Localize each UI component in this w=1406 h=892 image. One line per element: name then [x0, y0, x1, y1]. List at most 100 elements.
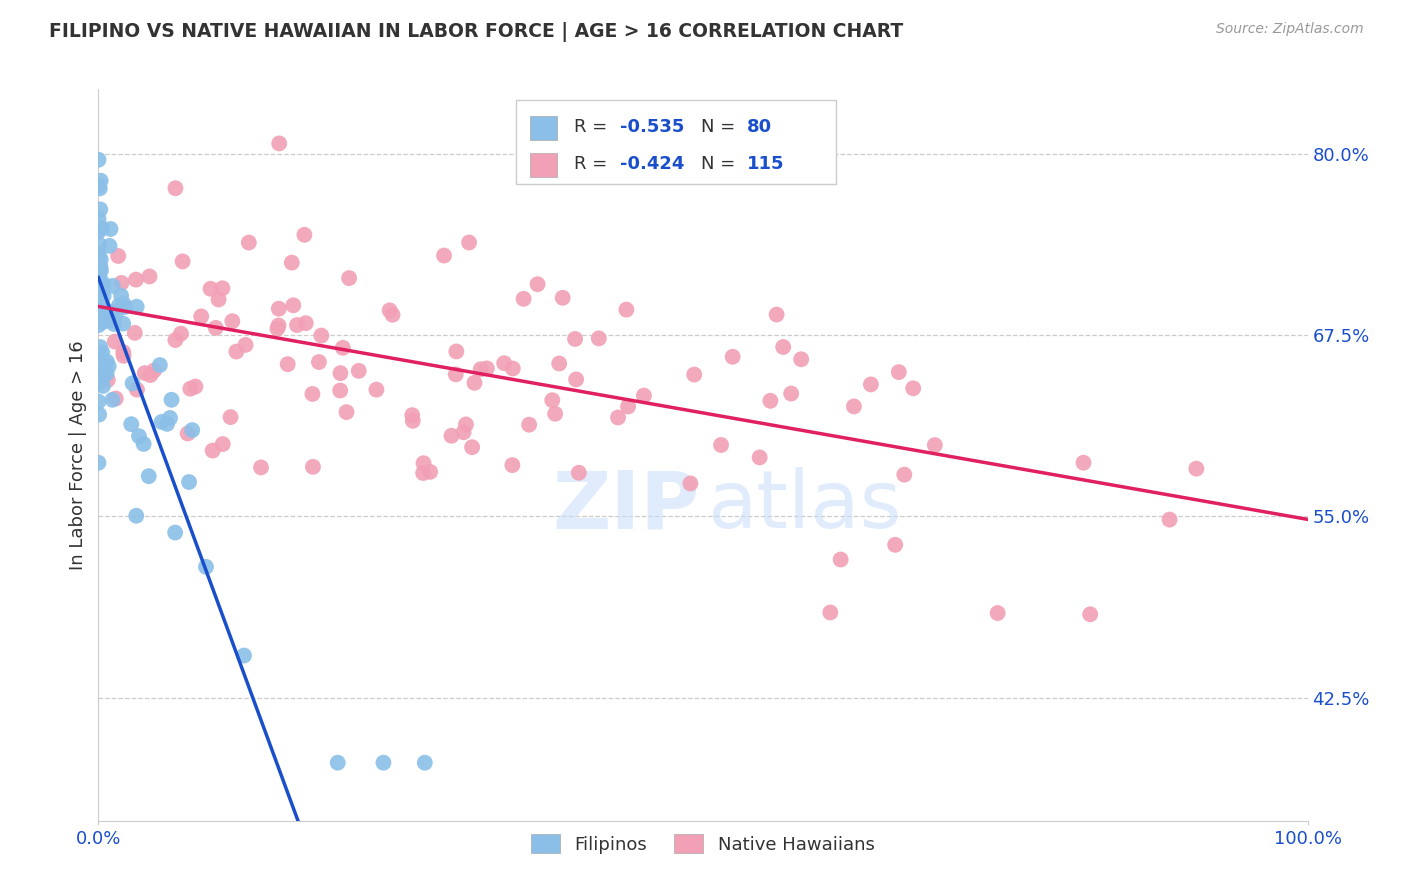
Point	[269, 136, 291, 151]
Point	[588, 331, 610, 345]
Text: FILIPINO VS NATIVE HAWAIIAN IN LABOR FORCE | AGE > 16 CORRELATION CHART: FILIPINO VS NATIVE HAWAIIAN IN LABOR FOR…	[49, 22, 904, 42]
Point	[470, 362, 492, 376]
Point	[91, 280, 114, 294]
Point	[100, 313, 122, 327]
Text: 115: 115	[747, 155, 785, 173]
Text: -0.424: -0.424	[620, 155, 683, 173]
Point	[134, 366, 156, 380]
Text: 80: 80	[747, 119, 772, 136]
Point	[170, 326, 193, 341]
Point	[89, 293, 111, 307]
Point	[89, 352, 111, 367]
Point	[190, 310, 212, 324]
Point	[444, 368, 467, 382]
Point	[201, 443, 224, 458]
Point	[458, 235, 481, 250]
Point	[517, 417, 540, 432]
Point	[90, 364, 112, 378]
Point	[165, 181, 187, 195]
Point	[401, 408, 423, 422]
Point	[748, 450, 770, 465]
Point	[475, 361, 498, 376]
Point	[381, 308, 404, 322]
Point	[987, 606, 1010, 620]
Point	[90, 252, 112, 267]
Point	[710, 438, 733, 452]
Point	[139, 368, 162, 382]
Point	[412, 456, 434, 470]
Point	[204, 321, 226, 335]
Point	[564, 332, 586, 346]
Point	[112, 297, 135, 311]
Point	[150, 415, 173, 429]
Point	[112, 317, 135, 331]
Point	[87, 394, 110, 409]
Point	[820, 606, 842, 620]
Point	[112, 349, 135, 363]
Point	[149, 358, 172, 372]
Point	[772, 340, 794, 354]
Point	[89, 286, 111, 301]
Point	[235, 338, 257, 352]
Point	[93, 289, 115, 303]
Point	[502, 361, 524, 376]
Point	[1078, 607, 1101, 622]
Point	[1185, 461, 1208, 475]
Point	[301, 387, 323, 401]
Point	[780, 386, 803, 401]
Point	[551, 291, 574, 305]
Point	[679, 476, 702, 491]
Point	[765, 308, 787, 322]
Point	[91, 298, 114, 312]
Point	[887, 365, 910, 379]
Point	[568, 466, 591, 480]
Point	[96, 367, 118, 381]
Point	[565, 372, 588, 386]
Point	[124, 326, 146, 340]
Point	[616, 302, 638, 317]
Point	[104, 307, 127, 321]
Text: Source: ZipAtlas.com: Source: ZipAtlas.com	[1216, 22, 1364, 37]
Point	[107, 249, 129, 263]
Point	[277, 357, 299, 371]
Point	[337, 271, 360, 285]
Point	[97, 359, 120, 374]
Point	[138, 469, 160, 483]
Point	[89, 258, 111, 272]
Point	[87, 237, 110, 252]
Point	[433, 248, 456, 262]
FancyBboxPatch shape	[530, 116, 557, 140]
Point	[93, 366, 115, 380]
Point	[125, 300, 148, 314]
Point	[494, 356, 516, 370]
Point	[91, 276, 114, 290]
Point	[544, 407, 567, 421]
Point	[378, 303, 401, 318]
Point	[790, 352, 813, 367]
Point	[104, 334, 127, 349]
Point	[165, 333, 187, 347]
Point	[87, 211, 110, 226]
Point	[200, 282, 222, 296]
Point	[461, 440, 484, 454]
Point	[402, 414, 425, 428]
Point	[440, 429, 463, 443]
Point	[89, 202, 111, 217]
Point	[266, 321, 288, 335]
Point	[633, 388, 655, 402]
Point	[332, 341, 354, 355]
Point	[89, 368, 111, 382]
Point	[347, 364, 370, 378]
Point	[101, 305, 124, 319]
Point	[413, 756, 436, 770]
Point	[87, 223, 110, 237]
Point	[830, 552, 852, 566]
Point	[184, 379, 207, 393]
Y-axis label: In Labor Force | Age > 16: In Labor Force | Age > 16	[69, 340, 87, 570]
Point	[283, 298, 305, 312]
Point	[143, 363, 166, 377]
Point	[87, 292, 110, 306]
Point	[110, 288, 132, 302]
Point	[93, 302, 115, 317]
Point	[453, 425, 475, 440]
